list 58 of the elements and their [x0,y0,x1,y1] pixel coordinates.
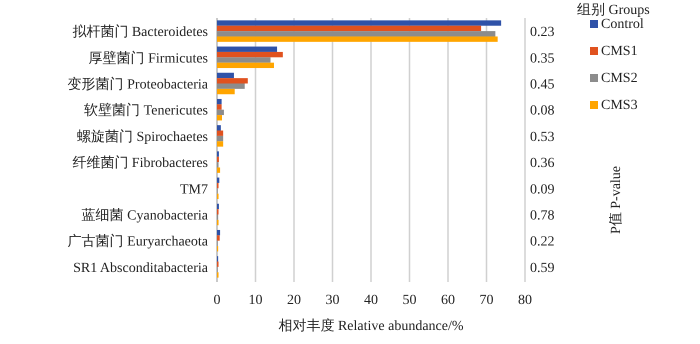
bar [217,125,221,131]
bar [217,110,224,116]
bar [217,46,278,52]
text: 0.59 [530,260,554,276]
x-tick-label: 30 [326,293,340,308]
text: 0.45 [530,78,554,92]
legend-label: CMS3 [601,98,638,113]
bar [217,136,224,142]
x-tick-label: 80 [518,293,532,308]
x-tick-label: 50 [402,293,416,308]
text: 0.23 [530,25,554,40]
bar [217,20,502,26]
bar [217,104,222,110]
y-tick-label: 广古菌门 Euryarchaeota [68,234,209,250]
y-tick-label: SR1 Absconditabacteria [73,260,209,276]
bar [217,62,274,68]
x-tick-label: 0 [214,293,220,308]
x-tick-label: 70 [480,293,494,308]
bar [217,130,224,136]
text: 0.22 [530,234,554,250]
text: P值 P-value [608,166,624,234]
x-axis-title: 相对丰度 Relative abundance/% [278,318,464,334]
bar [217,31,496,36]
bar [217,230,220,236]
bar [217,52,283,58]
y-tick-label: 蓝细菌 Cyanobacteria [82,208,209,224]
y-tick-label: 厚壁菌门 Firmicutes [88,50,208,66]
bar [217,36,498,42]
text: 0.78 [530,208,554,224]
bar [217,78,248,84]
bar [217,57,271,63]
y-tick-label: 变形菌门 Proteobacteria [68,76,209,92]
y-tick-label: 拟杆菌门 Bacteroidetes [72,24,208,40]
bar [217,141,224,147]
x-tick-label: 10 [248,293,262,308]
legend-label: CMS1 [601,44,638,59]
y-tick-label: 纤维菌门 Fibrobacteres [72,155,208,172]
y-tick-label: TM7 [180,182,208,198]
legend-title: 组别 Groups [577,2,650,18]
text: 0.08 [530,104,554,119]
legend-label: Control [601,17,644,32]
x-tick-label: 40 [364,293,378,308]
legend-label: CMS2 [601,71,638,86]
bar [217,115,222,120]
x-tick-label: 60 [441,293,455,308]
y-tick-label: 螺旋菌门 Spirochaetes [76,128,208,145]
text: 0.35 [530,51,554,66]
x-tick-label: 20 [287,293,301,308]
bar [217,98,222,104]
bar [217,72,234,78]
text: 0.09 [530,182,554,198]
bar [217,84,245,89]
text: 0.36 [530,156,554,172]
y-tick-label: 软壁菌门 Tenericutes [84,102,208,119]
bar [217,88,235,94]
bar [217,26,482,32]
bar [217,167,220,173]
text: 0.53 [530,130,554,145]
